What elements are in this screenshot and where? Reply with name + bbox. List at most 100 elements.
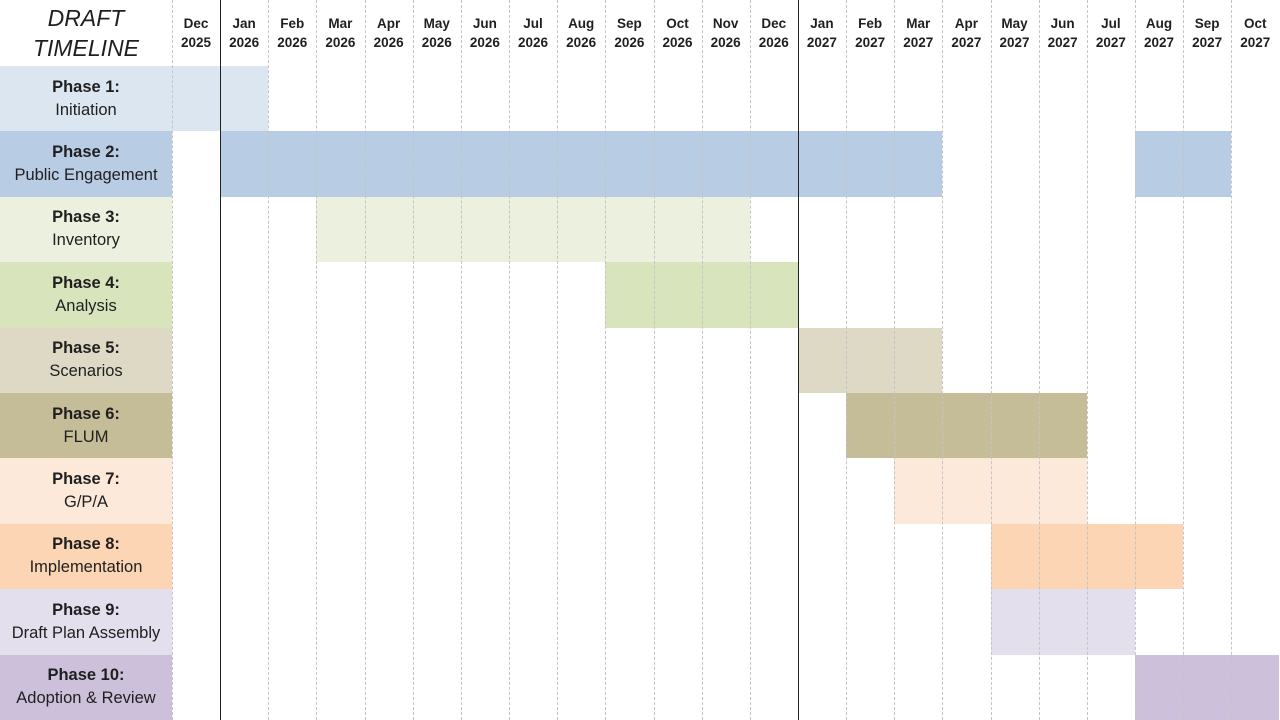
month-year: 2027: [1047, 35, 1078, 50]
month-name: Sep: [1194, 16, 1220, 31]
month-grid-line: [702, 0, 703, 720]
phase-bar: [990, 589, 1135, 655]
phase-bar: [894, 458, 1087, 524]
month-grid-line: [557, 0, 558, 720]
month-grid-line: [942, 0, 943, 720]
month-name: Mar: [906, 16, 931, 31]
phase-label: Phase 7: G/P/A: [0, 458, 172, 524]
month-header: Feb 2026: [268, 0, 316, 66]
month-year: 2027: [806, 35, 837, 50]
month-grid-line: [991, 0, 992, 720]
month-year: 2027: [1095, 35, 1126, 50]
month-year: 2027: [903, 35, 934, 50]
phase-label: Phase 4: Analysis: [0, 262, 172, 328]
month-year: 2026: [373, 35, 404, 50]
month-header: Nov 2026: [702, 0, 750, 66]
year-divider-line: [220, 0, 221, 720]
month-name: Feb: [858, 16, 883, 31]
phase-label: Phase 10: Adoption & Review: [0, 654, 172, 720]
phase-label: Phase 5: Scenarios: [0, 327, 172, 393]
phase-label: Phase 2: Public Engagement: [0, 131, 172, 197]
month-header: Sep 2027: [1183, 0, 1231, 66]
phase-number: Phase 10:: [47, 666, 125, 685]
month-grid-line: [509, 0, 510, 720]
month-name: Jul: [523, 16, 543, 31]
phase-number: Phase 9:: [52, 600, 120, 619]
phase-bar: [316, 196, 750, 263]
phase-name: Implementation: [29, 558, 143, 577]
month-header: Jan 2026: [220, 0, 268, 66]
phase-number: Phase 1:: [52, 77, 120, 96]
month-grid-line: [365, 0, 366, 720]
phase-bar: [846, 393, 1087, 459]
month-header: Oct 2027: [1231, 0, 1279, 66]
month-year: 2026: [518, 35, 549, 50]
month-year: 2027: [1143, 35, 1175, 50]
month-header: May 2026: [413, 0, 461, 66]
month-header: Apr 2026: [365, 0, 413, 66]
month-name: Feb: [280, 16, 305, 31]
phase-name: FLUM: [63, 427, 109, 446]
month-year: 2026: [710, 35, 741, 50]
month-year: 2026: [277, 35, 308, 50]
month-grid-line: [1231, 0, 1232, 720]
month-header: May 2027: [991, 0, 1039, 66]
chart-title-line-2: TIMELINE: [32, 35, 140, 61]
month-header: Aug 2027: [1135, 0, 1183, 66]
phase-bar: [605, 262, 798, 328]
phase-name: Public Engagement: [14, 166, 158, 185]
month-header: Jun 2026: [461, 0, 509, 66]
month-grid-line: [268, 0, 269, 720]
month-grid-line: [894, 0, 895, 720]
phase-name: Draft Plan Assembly: [11, 623, 161, 642]
month-header: Aug 2026: [557, 0, 605, 66]
month-grid-line: [172, 0, 173, 720]
month-header: Jun 2027: [1039, 0, 1087, 66]
phase-number: Phase 6:: [52, 404, 120, 423]
month-year: 2027: [1240, 35, 1271, 50]
month-year: 2026: [614, 35, 645, 50]
month-year: 2027: [999, 35, 1030, 50]
month-name: Aug: [1145, 16, 1173, 31]
month-grid-line: [316, 0, 317, 720]
month-name: Sep: [616, 16, 642, 31]
month-name: Jan: [810, 16, 834, 31]
month-name: Jan: [232, 16, 256, 31]
month-name: Jun: [1050, 16, 1075, 31]
month-name: Aug: [568, 16, 595, 31]
month-name: Apr: [376, 16, 401, 31]
phase-bar: [1135, 654, 1280, 720]
phase-label: Phase 3: Inventory: [0, 196, 172, 263]
phase-label: Phase 1: Initiation: [0, 66, 172, 132]
phase-number: Phase 3:: [52, 208, 120, 227]
month-year: 2026: [229, 35, 260, 50]
month-grid-line: [1183, 0, 1184, 720]
month-header: Oct 2026: [654, 0, 702, 66]
month-grid-line: [846, 0, 847, 720]
phase-bar: [797, 327, 943, 393]
month-grid-line: [605, 0, 606, 720]
month-year: 2026: [758, 35, 789, 50]
month-grid-line: [1039, 0, 1040, 720]
phase-name: Analysis: [55, 296, 117, 315]
phase-number: Phase 8:: [52, 535, 120, 554]
month-grid-line: [461, 0, 462, 720]
phase-number: Phase 5:: [52, 339, 120, 358]
phase-bar: [220, 131, 943, 197]
month-year: 2027: [1192, 35, 1223, 50]
month-grid-line: [1135, 0, 1136, 720]
month-header: Sep 2026: [605, 0, 653, 66]
month-name: Dec: [761, 16, 787, 31]
phase-name: G/P/A: [63, 493, 108, 512]
month-name: Jul: [1101, 16, 1121, 31]
month-name: Dec: [183, 16, 209, 31]
month-header: Apr 2027: [942, 0, 990, 66]
month-header: Jul 2026: [509, 0, 557, 66]
month-name: Oct: [666, 16, 689, 31]
phase-bar: [990, 523, 1184, 590]
phase-number: Phase 4:: [52, 273, 120, 292]
phase-label: Phase 8: Implementation: [0, 523, 172, 590]
month-header: Mar 2027: [894, 0, 942, 66]
month-year: 2026: [325, 35, 356, 50]
